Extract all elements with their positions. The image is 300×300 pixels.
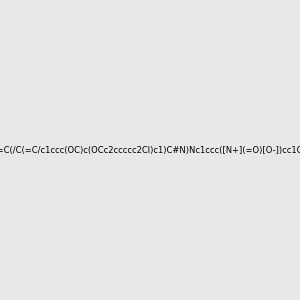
Text: O=C(/C(=C/c1ccc(OC)c(OCc2ccccc2Cl)c1)C#N)Nc1ccc([N+](=O)[O-])cc1OC: O=C(/C(=C/c1ccc(OC)c(OCc2ccccc2Cl)c1)C#N… xyxy=(0,146,300,154)
